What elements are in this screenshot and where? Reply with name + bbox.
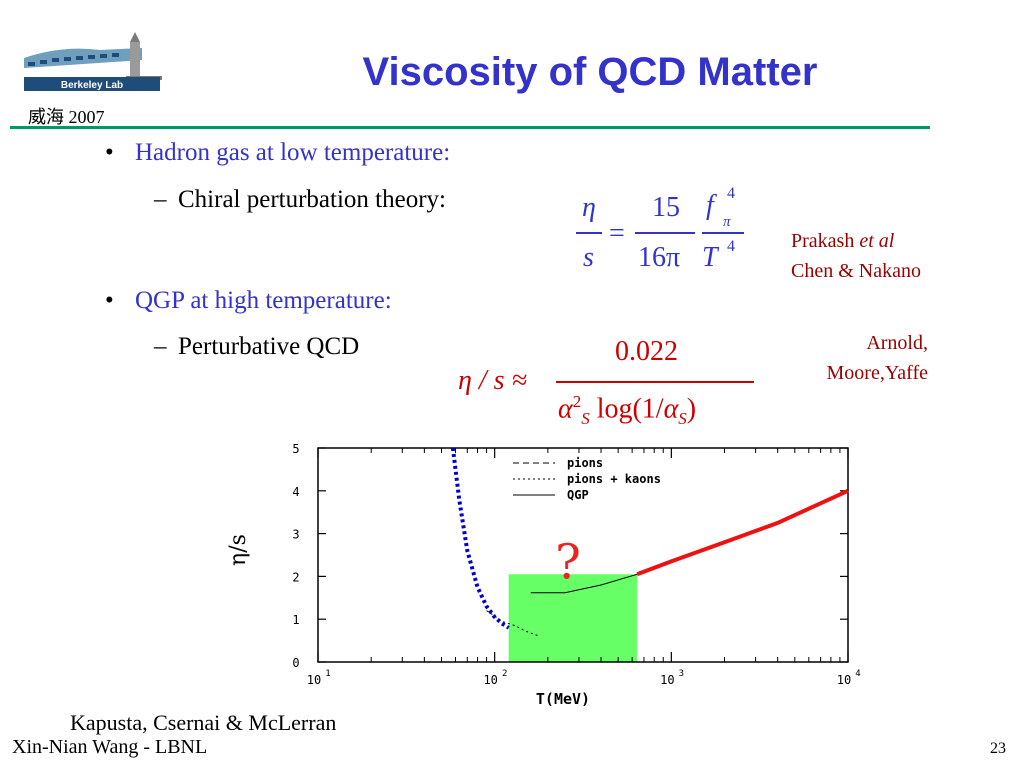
- formula1-T: T: [702, 242, 718, 273]
- subbullet-chiral: – Chiral perturbation theory:: [154, 186, 446, 214]
- formula1-s: s: [583, 242, 594, 273]
- x-tick-label: 10: [837, 673, 851, 687]
- formula1-fraction-bar: [702, 232, 744, 234]
- reference-arnold: Arnold, Moore,Yaffe: [760, 328, 928, 388]
- y-tick-label: 4: [292, 485, 299, 499]
- y-tick-label: 3: [292, 528, 299, 542]
- logo-text: Berkeley Lab: [61, 80, 123, 91]
- formula1-denominator: 16π: [638, 242, 681, 273]
- x-tick-exponent: 1: [325, 669, 330, 679]
- bullet-dash-icon: –: [154, 333, 167, 360]
- header-subtitle: 威海 2007: [28, 107, 105, 127]
- x-tick-label: 10: [483, 673, 497, 687]
- x-tick-label: 10: [307, 673, 321, 687]
- formula1-fraction-bar: [576, 232, 602, 234]
- subbullet-text: Chiral perturbation theory:: [178, 186, 446, 213]
- y-tick-label: 0: [292, 656, 299, 670]
- series-QGP: [530, 573, 638, 594]
- formula2-fraction-bar: [556, 381, 754, 383]
- reference-prakash: Prakash et al Chen & Nakano: [791, 226, 921, 286]
- formula1-T-exponent: 4: [727, 238, 735, 255]
- reference-arnold-line1: Arnold,: [866, 332, 928, 354]
- question-annotation: ?: [555, 535, 581, 591]
- formula2-lhs: η / s ≈: [458, 365, 527, 396]
- x-tick-exponent: 3: [679, 669, 684, 679]
- reference-prakash-name: Prakash: [791, 230, 860, 252]
- formula2-denominator: α2S log(1/αS): [558, 392, 697, 428]
- y-tick-label: 2: [292, 570, 299, 584]
- subbullet-text: Perturbative QCD: [178, 333, 360, 360]
- x-axis-label: T(MeV): [536, 690, 590, 707]
- x-tick-exponent: 2: [502, 669, 507, 679]
- reference-arnold-line2: Moore,Yaffe: [826, 362, 928, 384]
- title-divider: [10, 126, 930, 129]
- bullet-dot-icon: •: [105, 139, 114, 166]
- bullet-dash-icon: –: [154, 186, 167, 213]
- page-number: 23: [990, 740, 1006, 757]
- subbullet-perturbative: – Perturbative QCD: [154, 333, 360, 361]
- formula1-equals: =: [609, 218, 625, 249]
- slide-title: Viscosity of QCD Matter: [362, 50, 818, 94]
- series-QGP: [636, 488, 849, 577]
- bullet-text: QGP at high temperature:: [135, 287, 392, 314]
- reference-chen: Chen & Nakano: [791, 260, 921, 282]
- footer-author: Xin-Nian Wang - LBNL: [12, 736, 208, 758]
- bullet-text: Hadron gas at low temperature:: [135, 139, 451, 166]
- formula2-numerator: 0.022: [615, 336, 678, 367]
- viscosity-chart: 0 1 2 3 4 5 10 1 10 2 10 3 10 4 T(MeV) η/s pions pions + …: [226, 442, 861, 707]
- series-pions: [450, 447, 510, 630]
- plot-frame: [317, 447, 849, 663]
- y-axis-label: η/s: [226, 534, 251, 566]
- x-tick-exponent: 4: [855, 669, 860, 679]
- formula1-f: f: [706, 190, 714, 221]
- formula1-numerator: 15: [652, 192, 680, 223]
- x-tick-label: 10: [660, 673, 674, 687]
- highlight-region: [508, 574, 638, 662]
- legend-label: QGP: [567, 488, 589, 502]
- formula1-eta: η: [582, 192, 596, 223]
- y-tick-label: 1: [292, 613, 299, 627]
- bullet-qgp: • QGP at high temperature:: [105, 287, 392, 315]
- formula1-f-subscript: π: [723, 214, 731, 230]
- formula1-fraction-bar: [635, 232, 695, 234]
- figure-credit: Kapusta, Csernai & McLerran: [70, 710, 337, 735]
- formula1-f-exponent: 4: [727, 185, 735, 202]
- bullet-hadron-gas: • Hadron gas at low temperature:: [105, 139, 451, 167]
- reference-etal: et al: [859, 230, 895, 252]
- berkeley-lab-logo: Berkeley Lab: [24, 32, 162, 91]
- legend-label: pions + kaons: [567, 472, 661, 486]
- bullet-dot-icon: •: [105, 287, 114, 314]
- y-tick-label: 5: [292, 442, 299, 456]
- legend-label: pions: [567, 456, 603, 470]
